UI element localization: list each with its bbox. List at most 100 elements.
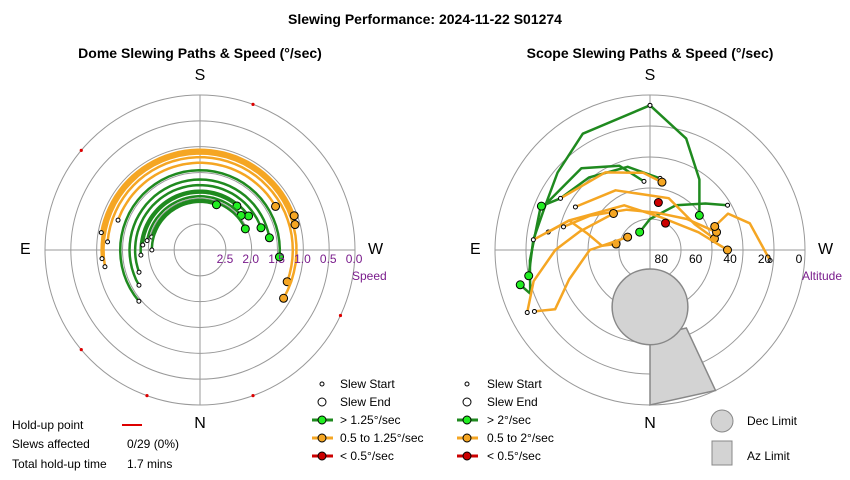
slew-start-marker	[98, 230, 104, 236]
scope-legend: Slew Start Slew End > 2°/sec 0.5 to 2°/s…	[457, 377, 798, 466]
page-title: Slewing Performance: 2024-11-22 S01274	[288, 11, 562, 27]
scope-polar-chart: Scope Slewing Paths & Speed (°/sec) 80 60…	[470, 45, 842, 432]
scope-legend-fast-label: > 2°/sec	[487, 413, 531, 427]
dome-radial-tick-label: 2.0	[242, 252, 259, 266]
dome-slew-path	[139, 189, 250, 256]
dome-slew-path	[102, 152, 298, 299]
az-limit-swatch	[711, 440, 733, 466]
dome-slew-paths	[79, 102, 343, 398]
scope-legend-slew-end-label: Slew End	[487, 395, 538, 409]
scope-slew-path	[713, 212, 772, 262]
holdup-marker	[338, 313, 343, 318]
slew-end-marker	[710, 221, 720, 231]
scope-slew-paths	[515, 102, 773, 316]
slew-end-marker	[524, 271, 534, 281]
scope-dir-right: W	[818, 241, 834, 258]
scope-slew-path	[525, 212, 615, 313]
scope-slew-path	[559, 171, 663, 200]
dome-dir-top: S	[195, 67, 206, 84]
scope-slew-path	[527, 104, 651, 276]
slew-end-marker	[244, 211, 254, 221]
az-limit-label: Az Limit	[747, 449, 790, 463]
scope-legend-slew-start-label: Slew Start	[487, 377, 542, 391]
slew-start-marker	[530, 237, 536, 243]
slew-end-marker	[240, 224, 250, 234]
slew-start-marker	[136, 282, 142, 288]
dome-slew-path	[133, 183, 263, 273]
dome-chart-title: Dome Slewing Paths & Speed (°/sec)	[78, 45, 322, 61]
total-holdup-label: Total hold-up time	[12, 457, 107, 471]
slew-start-marker	[144, 238, 150, 244]
slew-start-marker	[149, 247, 155, 253]
scope-radial-tick-label: 60	[689, 252, 703, 266]
dec-limit-label: Dec Limit	[747, 414, 798, 428]
slews-affected-value: 0/29 (0%)	[127, 437, 179, 451]
slew-start-marker	[138, 252, 144, 258]
dome-radial-tick-label: 2.5	[217, 252, 234, 266]
legend-slew-end-marker	[317, 397, 327, 407]
dome-slew-path	[141, 191, 238, 246]
legend-slow-label: < 0.5°/sec	[340, 449, 394, 463]
dome-grid	[44, 94, 356, 406]
scope-slew-path	[563, 208, 718, 234]
slew-end-marker	[536, 201, 546, 211]
dome-slew-path	[150, 200, 217, 251]
slew-start-marker	[725, 202, 731, 208]
dome-dir-left: E	[20, 241, 31, 258]
slew-end-marker	[271, 201, 281, 211]
dome-slew-path	[128, 178, 271, 286]
dome-radial-tick-label: 0.5	[320, 252, 337, 266]
slew-end-marker	[274, 252, 284, 262]
dome-slew-path	[100, 148, 296, 233]
holdup-marker	[251, 102, 255, 106]
slew-end-marker	[290, 220, 300, 230]
scope-dir-bottom: N	[644, 415, 656, 432]
slew-end-marker	[279, 293, 289, 303]
scope-radial-tick-label: 20	[758, 252, 772, 266]
legend-medium-label: 0.5 to 1.25°/sec	[340, 431, 424, 445]
slew-end-marker	[694, 210, 704, 220]
slew-end-marker	[608, 208, 618, 218]
slew-start-marker	[641, 178, 647, 184]
scope-dir-left: E	[470, 241, 481, 258]
dome-radial-tick-label: 0.0	[346, 252, 363, 266]
slew-end-marker	[256, 223, 266, 233]
scope-radial-tick-label: 40	[723, 252, 737, 266]
scope-legend-medium-marker	[462, 433, 472, 443]
scope-legend-medium-label: 0.5 to 2°/sec	[487, 431, 554, 445]
slow-slew-marker	[653, 198, 663, 208]
scope-legend-slew-start-marker	[464, 381, 470, 387]
holdup-point-label: Hold-up point	[12, 418, 84, 432]
scope-slew-path	[574, 189, 716, 240]
dome-dir-right: W	[368, 241, 384, 258]
slew-start-marker	[524, 310, 530, 316]
slew-start-marker	[558, 195, 564, 201]
slew-start-marker	[105, 239, 111, 245]
slew-end-marker	[515, 280, 525, 290]
dome-slew-path	[116, 161, 277, 221]
scope-radial-axis-label: Altitude	[802, 269, 842, 283]
dome-radial-ticks: 2.5 2.0 1.5 1.0 0.5 0.0	[217, 252, 363, 266]
slow-slew-marker	[661, 218, 670, 228]
dome-polar-chart: Dome Slewing Paths & Speed (°/sec) 2.5 2.…	[20, 45, 387, 432]
slew-end-marker	[289, 211, 299, 221]
slew-end-marker	[657, 177, 667, 187]
dome-radial-tick-label: 1.5	[268, 252, 285, 266]
dome-slew-path	[106, 156, 295, 283]
slew-start-marker	[102, 264, 108, 270]
dome-radial-axis-label: Speed	[352, 269, 387, 283]
slew-end-marker	[264, 233, 274, 243]
slew-end-marker	[211, 200, 221, 210]
dome-slew-path	[118, 168, 282, 303]
holdup-marker	[145, 394, 149, 398]
scope-slew-path	[534, 235, 629, 313]
scope-dir-top: S	[645, 67, 656, 84]
legend-slew-start-marker	[319, 381, 325, 387]
legend-fast-label: > 1.25°/sec	[340, 413, 401, 427]
legend-slow-marker	[317, 451, 327, 461]
slew-start-marker	[99, 256, 105, 262]
slew-start-marker	[136, 298, 142, 304]
total-holdup-value: 1.7 mins	[127, 457, 172, 471]
scope-legend-slew-end-marker	[462, 397, 472, 407]
scope-slew-path	[540, 165, 661, 208]
